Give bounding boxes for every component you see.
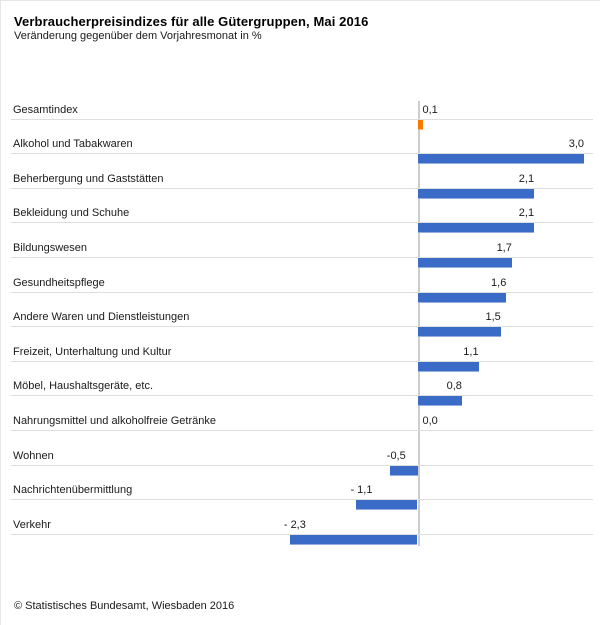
bar: [417, 361, 479, 372]
value-label: -0,5: [386, 449, 406, 462]
value-label: 0,8: [446, 380, 462, 393]
value-label: 0,0: [422, 414, 438, 427]
value-label: 2,1: [518, 172, 535, 185]
row-gridline: [11, 187, 593, 189]
category-label: Nahrungsmittel und alkoholfreie Getränke: [13, 414, 217, 427]
value-label: 1,7: [496, 241, 512, 254]
chart-subtitle: Veränderung gegenüber dem Vorjahresmonat…: [14, 30, 262, 42]
row-gridline: [11, 395, 593, 397]
category-label: Möbel, Haushaltsgeräte, etc.: [13, 380, 154, 393]
bar-chart: Gesamtindex 0,1 Alkohol und Tabakwaren 3,0 B…: [1, 96, 600, 551]
row-gridline: [11, 222, 593, 224]
category-label: Beherbergung und Gaststätten: [13, 172, 164, 185]
copyright-footer: © Statistisches Bundesamt, Wiesbaden 201…: [14, 600, 235, 612]
value-label: - 2,3: [283, 518, 306, 531]
row-gridline: [11, 291, 593, 293]
row-gridline: [11, 326, 593, 328]
bar: [417, 188, 535, 199]
value-label: 1,1: [463, 345, 479, 358]
value-label: - 1,1: [350, 484, 373, 497]
bar: [417, 257, 512, 268]
category-label: Wohnen: [13, 449, 54, 462]
bar: [417, 396, 462, 407]
category-label: Gesundheitspflege: [13, 276, 105, 289]
bar-highlight: [417, 119, 424, 130]
value-label: 1,6: [491, 276, 507, 289]
category-label: Andere Waren und Dienstleistungen: [13, 311, 190, 324]
category-label: Bekleidung und Schuhe: [13, 207, 130, 220]
bar: [417, 292, 507, 303]
row-gridline: [11, 429, 593, 431]
row-gridline: [11, 256, 593, 258]
bar: [417, 327, 501, 338]
row-gridline: [11, 464, 593, 466]
bar: [389, 465, 418, 476]
value-label: 1,5: [485, 311, 501, 324]
bar: [289, 534, 418, 545]
row-gridline: [11, 118, 593, 120]
bar: [417, 154, 584, 165]
category-label: Nachrichtenübermittlung: [13, 484, 133, 497]
category-label: Gesamtindex: [13, 103, 78, 116]
category-label: Freizeit, Unterhaltung und Kultur: [13, 345, 172, 358]
value-label: 2,1: [518, 207, 535, 220]
bar: [417, 223, 535, 234]
category-label: Verkehr: [13, 518, 51, 531]
category-label: Bildungswesen: [13, 241, 87, 254]
row-gridline: [11, 360, 593, 362]
row-gridline: [11, 499, 593, 501]
zero-axis-line: [417, 101, 420, 546]
bar: [356, 500, 418, 511]
chart-title: Verbraucherpreisindizes für alle Gütergr…: [14, 14, 369, 29]
category-label: Alkohol und Tabakwaren: [13, 138, 133, 151]
row-gridline: [11, 533, 593, 535]
value-label: 3,0: [568, 138, 584, 151]
row-gridline: [11, 153, 593, 155]
value-label: 0,1: [422, 103, 438, 116]
